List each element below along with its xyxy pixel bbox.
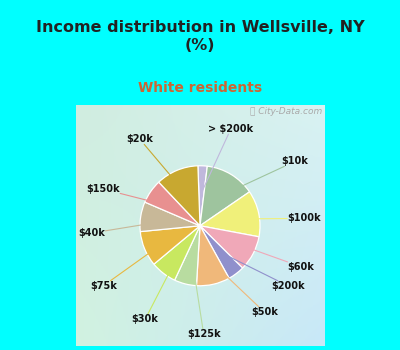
Wedge shape <box>196 226 229 286</box>
Text: $20k: $20k <box>126 134 187 195</box>
Text: $100k: $100k <box>232 214 321 223</box>
Wedge shape <box>145 182 200 226</box>
Wedge shape <box>140 202 200 232</box>
Text: $200k: $200k <box>220 252 305 291</box>
Text: White residents: White residents <box>138 82 262 96</box>
Wedge shape <box>154 226 200 280</box>
Wedge shape <box>140 226 200 264</box>
Text: $30k: $30k <box>132 252 180 324</box>
Wedge shape <box>198 166 207 226</box>
Wedge shape <box>200 226 259 268</box>
Text: $40k: $40k <box>78 221 167 238</box>
Wedge shape <box>200 192 260 237</box>
Text: $125k: $125k <box>187 258 220 339</box>
Wedge shape <box>159 166 200 226</box>
Wedge shape <box>175 226 200 286</box>
Text: Income distribution in Wellsville, NY
(%): Income distribution in Wellsville, NY (%… <box>36 20 364 53</box>
Text: ⓘ City-Data.com: ⓘ City-Data.com <box>250 107 322 117</box>
Text: $10k: $10k <box>217 156 308 197</box>
Text: $150k: $150k <box>86 184 173 207</box>
Text: > $200k: > $200k <box>202 124 253 193</box>
Wedge shape <box>200 166 250 226</box>
Text: $75k: $75k <box>90 238 170 291</box>
Wedge shape <box>200 226 242 278</box>
Text: $50k: $50k <box>207 258 278 317</box>
Text: $60k: $60k <box>229 241 314 272</box>
